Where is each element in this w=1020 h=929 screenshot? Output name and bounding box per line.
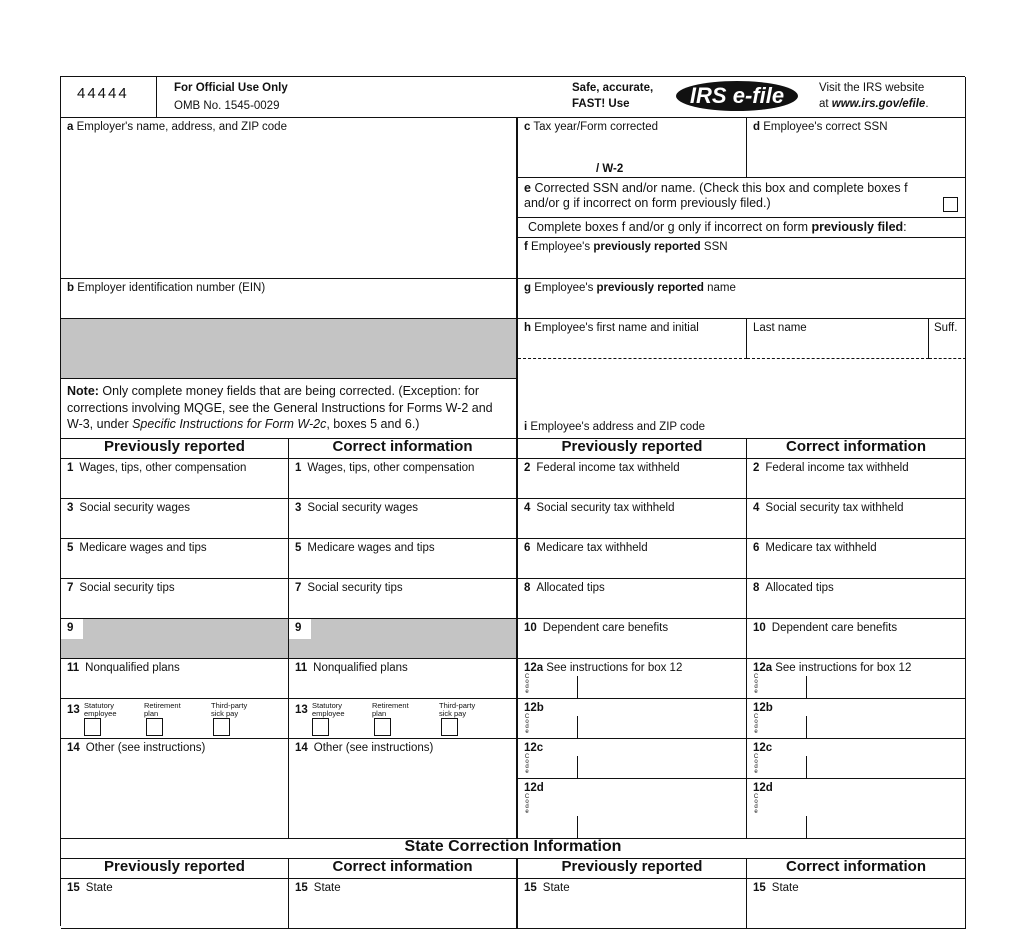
code-divider — [806, 716, 807, 738]
box-1-correct[interactable]: 1 Wages, tips, other compensation — [289, 459, 518, 499]
irs-efile-logo: IRS e-file — [676, 81, 798, 111]
box-g[interactable]: g Employee's previously reported name — [518, 279, 966, 319]
box-15-correct-left[interactable]: 15 State — [289, 879, 518, 929]
box-15-prev-left[interactable]: 15 State — [61, 879, 289, 929]
efile-logo-text: IRS e-file — [689, 83, 785, 108]
form-w2c: 44444 For Official Use Only OMB No. 1545… — [60, 76, 966, 929]
complete-note: Complete boxes f and/or g only if incorr… — [518, 218, 966, 238]
box-12c-prev[interactable]: 12c Code — [518, 739, 747, 779]
box-12c-correct[interactable]: 12c Code — [747, 739, 966, 779]
box-h-first[interactable]: h Employee's first name and initial — [518, 319, 747, 359]
state-title: State Correction Information — [61, 839, 966, 859]
box-14-prev[interactable]: 14 Other (see instructions) — [61, 739, 289, 839]
code-label: Code — [524, 714, 530, 734]
box-a[interactable]: a Employer's name, address, and ZIP code — [61, 118, 518, 279]
box-5-prev[interactable]: 5 Medicare wages and tips — [61, 539, 289, 579]
box-13-prev[interactable]: 13 Statutory employee Retirement plan Th… — [61, 699, 289, 739]
box-6-prev[interactable]: 6 Medicare tax withheld — [518, 539, 747, 579]
state-header-prev-left: Previously reported — [61, 859, 289, 879]
third-party-sick-pay-checkbox[interactable] — [441, 718, 458, 736]
box-8-correct[interactable]: 8 Allocated tips — [747, 579, 966, 619]
code-divider — [806, 676, 807, 698]
box-12b-prev[interactable]: 12b Code — [518, 699, 747, 739]
code-divider — [806, 756, 807, 778]
box-h-suffix[interactable]: Suff. — [929, 319, 966, 359]
statutory-employee-checkbox[interactable] — [84, 718, 101, 736]
header-bar: For Official Use Only OMB No. 1545-0029 … — [157, 77, 966, 118]
official-use: For Official Use Only — [174, 82, 288, 94]
efile-tagline-1: Safe, accurate, — [572, 82, 654, 94]
retirement-plan-checkbox[interactable] — [146, 718, 163, 736]
box-10-correct[interactable]: 10 Dependent care benefits — [747, 619, 966, 659]
code-label: Code — [753, 674, 759, 694]
box-7-prev[interactable]: 7 Social security tips — [61, 579, 289, 619]
box-6-correct[interactable]: 6 Medicare tax withheld — [747, 539, 966, 579]
code-divider — [577, 756, 578, 778]
omb-number: OMB No. 1545-0029 — [174, 100, 280, 112]
statutory-employee-checkbox[interactable] — [312, 718, 329, 736]
header-correct-right: Correct information — [747, 439, 966, 459]
code-label: Code — [753, 714, 759, 734]
header-prev-left: Previously reported — [61, 439, 289, 459]
box-7-correct[interactable]: 7 Social security tips — [289, 579, 518, 619]
box-11-prev[interactable]: 11 Nonqualified plans — [61, 659, 289, 699]
box-3-correct[interactable]: 3 Social security wages — [289, 499, 518, 539]
box-15-prev-right[interactable]: 15 State — [518, 879, 747, 929]
box-12d-correct[interactable]: 12d Code — [747, 779, 966, 839]
box-14-correct[interactable]: 14 Other (see instructions) — [289, 739, 518, 839]
header-prev-right: Previously reported — [518, 439, 747, 459]
box-4-prev[interactable]: 4 Social security tax withheld — [518, 499, 747, 539]
code-label: Code — [524, 794, 530, 814]
state-header-correct-left: Correct information — [289, 859, 518, 879]
box-8-prev[interactable]: 8 Allocated tips — [518, 579, 747, 619]
code-label: Code — [753, 754, 759, 774]
visit-text: Visit the IRS website — [819, 82, 925, 94]
box-1-prev[interactable]: 1 Wages, tips, other compensation — [61, 459, 289, 499]
box-5-correct[interactable]: 5 Medicare wages and tips — [289, 539, 518, 579]
visit-url-line: at www.irs.gov/efile. — [819, 98, 929, 110]
code-divider — [577, 716, 578, 738]
box-4-correct[interactable]: 4 Social security tax withheld — [747, 499, 966, 539]
box-12d-prev[interactable]: 12d Code — [518, 779, 747, 839]
shaded-area — [61, 319, 518, 379]
state-header-prev-right: Previously reported — [518, 859, 747, 879]
code-label: Code — [524, 674, 530, 694]
box-15-correct-right[interactable]: 15 State — [747, 879, 966, 929]
box-h-last[interactable]: Last name — [747, 319, 929, 359]
box-12a-prev[interactable]: 12a See instructions for box 12 Code — [518, 659, 747, 699]
box-9-prev[interactable]: 9 — [61, 619, 289, 659]
box-13-correct[interactable]: 13 Statutory employee Retirement plan Th… — [289, 699, 518, 739]
code-divider — [577, 676, 578, 698]
note: Note: Only complete money fields that ar… — [61, 379, 518, 439]
form-corrected: / W-2 — [596, 163, 624, 175]
box-e: e Corrected SSN and/or name. (Check this… — [518, 178, 966, 218]
box-i[interactable]: i Employee's address and ZIP code — [518, 359, 966, 439]
code-divider — [806, 816, 807, 838]
box-12a-correct[interactable]: 12a See instructions for box 12 Code — [747, 659, 966, 699]
state-header-correct-right: Correct information — [747, 859, 966, 879]
third-party-sick-pay-checkbox[interactable] — [213, 718, 230, 736]
box-f[interactable]: f Employee's previously reported SSN — [518, 238, 966, 279]
code-label: Code — [753, 794, 759, 814]
efile-tagline-2: FAST! Use — [572, 98, 630, 110]
retirement-plan-checkbox[interactable] — [374, 718, 391, 736]
efile-link[interactable]: www.irs.gov/efile — [831, 98, 926, 110]
box-10-prev[interactable]: 10 Dependent care benefits — [518, 619, 747, 659]
code-divider — [577, 816, 578, 838]
box-2-correct[interactable]: 2 Federal income tax withheld — [747, 459, 966, 499]
box-c[interactable]: c Tax year/Form corrected / W-2 — [518, 118, 747, 178]
box-d[interactable]: d Employee's correct SSN — [747, 118, 966, 178]
form-code: 44444 — [61, 77, 157, 118]
header-correct-left: Correct information — [289, 439, 518, 459]
corrected-ssn-checkbox[interactable] — [943, 197, 958, 212]
box-b[interactable]: b Employer identification number (EIN) — [61, 279, 518, 319]
box-11-correct[interactable]: 11 Nonqualified plans — [289, 659, 518, 699]
box-3-prev[interactable]: 3 Social security wages — [61, 499, 289, 539]
code-label: Code — [524, 754, 530, 774]
box-12b-correct[interactable]: 12b Code — [747, 699, 966, 739]
box-9-correct[interactable]: 9 — [289, 619, 518, 659]
box-2-prev[interactable]: 2 Federal income tax withheld — [518, 459, 747, 499]
